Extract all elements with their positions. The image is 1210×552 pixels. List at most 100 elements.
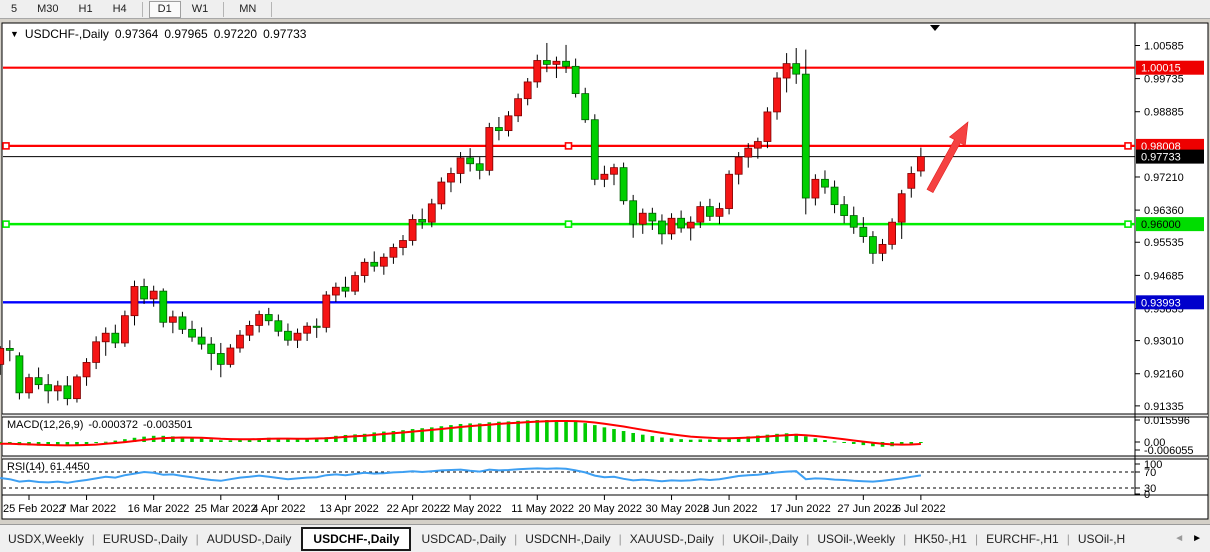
macd-bar bbox=[190, 437, 194, 442]
line-handle[interactable] bbox=[1124, 220, 1132, 228]
candle-bear bbox=[648, 212, 657, 222]
macd-bar bbox=[94, 442, 98, 444]
tab-scroll-arrows: ◄ ► bbox=[1170, 533, 1210, 544]
tab-usdchf-daily[interactable]: USDCHF-,Daily bbox=[301, 526, 412, 551]
candle-bull bbox=[322, 294, 331, 328]
macd-bar bbox=[84, 442, 89, 445]
candle-bull bbox=[389, 247, 398, 258]
line-handle[interactable] bbox=[1124, 142, 1132, 150]
macd-bar bbox=[46, 442, 50, 446]
candle-bull bbox=[245, 325, 254, 336]
candle-bull bbox=[888, 221, 896, 245]
macd-bar bbox=[266, 437, 271, 442]
line-handle[interactable] bbox=[564, 142, 573, 150]
support-line-0.96000[interactable] bbox=[2, 220, 1135, 228]
indicator-axis-label: -0.006055 bbox=[1144, 445, 1194, 457]
macd-bar bbox=[497, 421, 501, 442]
line-handle[interactable] bbox=[564, 220, 573, 228]
price-badge-0-93993: 0.93993 bbox=[1136, 295, 1204, 310]
timeframe-button-m30[interactable]: M30 bbox=[37, 2, 59, 15]
macd-bar bbox=[487, 422, 492, 442]
macd-bar bbox=[391, 431, 396, 442]
candle-bear bbox=[629, 200, 638, 225]
tab-hk50-h1[interactable]: HK50-,H1 bbox=[914, 531, 967, 546]
indicator-axis-label: 0.00 bbox=[1144, 437, 1165, 449]
panel-separator[interactable] bbox=[2, 456, 1208, 459]
svg-text:0.97733: 0.97733 bbox=[1141, 152, 1181, 164]
candle-bull bbox=[408, 219, 417, 241]
candle-bull bbox=[236, 334, 244, 349]
candle-bull bbox=[331, 286, 340, 296]
macd-bar bbox=[199, 438, 204, 442]
line-handle[interactable] bbox=[2, 142, 10, 150]
macd-indicator-label: MACD(12,26,9) -0.000372 -0.003501 bbox=[7, 419, 193, 431]
macd-bar bbox=[382, 431, 386, 442]
macd-bar bbox=[238, 439, 242, 442]
candle-bull bbox=[360, 261, 369, 276]
tab-scroll-left-icon[interactable]: ◄ bbox=[1174, 533, 1185, 544]
trend-arrow-annotation[interactable] bbox=[926, 121, 969, 194]
candle-bull bbox=[504, 115, 513, 132]
timeframe-button-d1[interactable]: D1 bbox=[148, 0, 181, 18]
candle-bear bbox=[312, 325, 321, 328]
tab-eurusd-daily[interactable]: EURUSD-,Daily bbox=[102, 531, 188, 546]
price-axis-label: 0.97210 bbox=[1144, 172, 1184, 184]
line-handle[interactable] bbox=[2, 220, 10, 228]
candle-bear bbox=[849, 215, 858, 228]
macd-bar bbox=[362, 433, 367, 442]
candle-bull bbox=[379, 256, 388, 267]
macd-bar bbox=[669, 438, 674, 442]
timeframe-button-mn[interactable]: MN bbox=[239, 2, 257, 15]
time-axis-label: 13 Apr 2022 bbox=[319, 503, 378, 515]
timeframe-button-w1[interactable]: W1 bbox=[191, 2, 209, 15]
tab-usdcnh-daily[interactable]: USDCNH-,Daily bbox=[525, 531, 611, 546]
candle-bull bbox=[25, 377, 33, 394]
candle-bear bbox=[140, 286, 148, 300]
candle-bull bbox=[53, 385, 62, 392]
tab-usoil-weekly[interactable]: USOil-,Weekly bbox=[817, 531, 896, 546]
candle-bull bbox=[92, 341, 101, 363]
tab-ukoil-daily[interactable]: UKOil-,Daily bbox=[732, 531, 799, 546]
tab-separator: | bbox=[974, 531, 979, 546]
resistance-line-0.98008[interactable] bbox=[2, 142, 1135, 150]
tab-usdcad-daily[interactable]: USDCAD-,Daily bbox=[421, 531, 507, 546]
timeframe-button-h1[interactable]: H1 bbox=[78, 2, 93, 15]
candle-bull bbox=[130, 286, 139, 317]
tab-xauusd-daily[interactable]: XAUUSD-,Daily bbox=[629, 531, 714, 546]
macd-bar bbox=[468, 423, 472, 442]
candle-bull bbox=[907, 173, 916, 189]
candle-bull bbox=[667, 217, 676, 235]
candle-bear bbox=[159, 290, 168, 323]
chart-shift-marker-icon[interactable] bbox=[930, 25, 940, 31]
candle-bear bbox=[571, 65, 580, 95]
macd-bar bbox=[305, 438, 309, 442]
candle-bear bbox=[216, 353, 225, 365]
macd-bar bbox=[180, 436, 185, 442]
candle-bull bbox=[514, 98, 522, 117]
tab-usoil-h[interactable]: USOil-,H bbox=[1077, 531, 1126, 546]
macd-bar bbox=[621, 431, 626, 442]
macd-bar bbox=[803, 436, 808, 442]
timeframe-button-5[interactable]: 5 bbox=[11, 2, 18, 15]
macd-bar bbox=[813, 438, 818, 442]
timeframe-button-h4[interactable]: H4 bbox=[112, 2, 127, 15]
panel-separator[interactable] bbox=[2, 414, 1208, 417]
tab-eurchf-h1[interactable]: EURCHF-,H1 bbox=[986, 531, 1059, 546]
tab-scroll-right-icon[interactable]: ► bbox=[1192, 533, 1202, 544]
macd-bar bbox=[123, 439, 127, 442]
chart-window-frame bbox=[1, 22, 1209, 520]
tab-separator: | bbox=[721, 531, 725, 546]
candle-bear bbox=[475, 163, 484, 171]
price-axis-label: 0.95535 bbox=[1144, 237, 1184, 249]
macd-bar bbox=[353, 434, 357, 442]
tab-usdx-weekly[interactable]: USDX,Weekly bbox=[8, 531, 84, 546]
macd-name: MACD(12,26,9) bbox=[7, 419, 84, 431]
rsi-value: 61.4450 bbox=[49, 461, 90, 473]
symbol-dropdown-icon[interactable]: ▼ bbox=[10, 29, 19, 39]
indicator-axis-label: 0 bbox=[1144, 489, 1150, 501]
candle-bear bbox=[5, 348, 14, 351]
tab-audusd-daily[interactable]: AUDUSD-,Daily bbox=[206, 531, 292, 546]
price-axis-label: 0.98885 bbox=[1144, 107, 1184, 119]
macd-bar bbox=[55, 442, 60, 446]
